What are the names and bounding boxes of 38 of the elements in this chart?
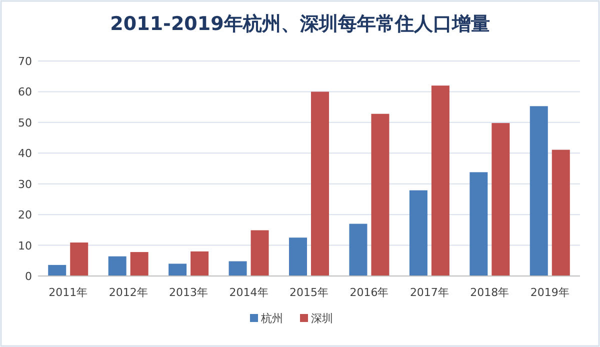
y-tick-label: 60 [18,86,32,99]
y-tick-label: 20 [18,208,32,222]
x-tick-label: 2018年 [470,286,510,299]
x-tick-label: 2013年 [169,286,208,299]
bar [289,238,307,276]
y-tick-label: 0 [25,270,32,283]
y-tick-label: 40 [18,147,32,160]
bar [470,172,488,276]
bar [108,256,126,276]
bar [371,114,390,276]
bar [70,242,88,276]
bar [130,252,148,276]
y-tick-label: 50 [18,116,32,130]
y-tick-label: 30 [18,178,32,191]
bar [311,92,329,276]
bar [431,86,450,276]
bar [168,264,187,276]
x-tick-label: 2016年 [350,286,389,299]
x-tick-label: 2014年 [229,286,268,299]
legend-label: 杭州 [260,312,283,325]
bar [349,224,368,276]
bar [492,123,510,276]
bar [228,261,247,276]
x-tick-label: 2015年 [290,286,328,299]
bar [250,230,269,276]
x-tick-label: 2011年 [48,286,88,299]
bar [552,150,570,276]
legend-label: 深圳 [311,312,333,325]
y-tick-label: 70 [18,55,32,68]
bar [530,106,548,276]
bar [190,251,209,276]
y-tick-label: 10 [18,239,32,252]
x-tick-label: 2017年 [410,286,449,299]
bar [409,190,428,276]
chart-title: 2011-2019年杭州、深圳每年常住人口增量 [110,13,490,35]
x-tick-label: 2012年 [108,286,148,299]
x-tick-label: 2019年 [530,286,570,299]
bar [48,264,66,276]
